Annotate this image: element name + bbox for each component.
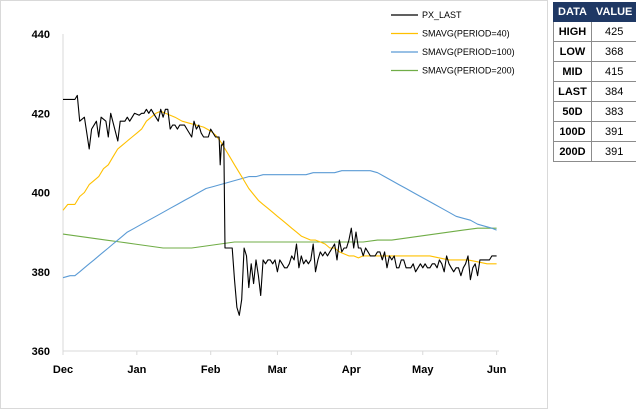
legend-label: SMAVG(PERIOD=200) [422,66,515,76]
stats-table: DATA VALUE HIGH 425 LOW 368 MID 415 LAST… [553,2,636,162]
stats-value: 384 [591,82,636,102]
stats-label: 100D [554,122,592,142]
stats-value: 383 [591,102,636,122]
y-tick-label: 400 [32,188,50,200]
table-row: LOW 368 [554,42,636,62]
stats-table-header-row: DATA VALUE [554,3,636,22]
stats-label: MID [554,62,592,82]
y-tick-label: 380 [32,267,50,279]
y-tick-label: 440 [32,29,50,41]
price-chart: 360 380 400 420 440 Dec Jan Feb Mar Apr May Jun PX_L… [1,1,549,410]
y-tick-label: 420 [32,108,50,120]
stats-value: 391 [591,142,636,162]
stats-header-data: DATA [554,3,592,22]
stats-value: 425 [591,22,636,42]
table-row: HIGH 425 [554,22,636,42]
x-tick-label: Apr [342,364,362,376]
x-tick-label: Jun [487,364,507,376]
x-tick-label: May [412,364,434,376]
stats-label: LOW [554,42,592,62]
table-row: MID 415 [554,62,636,82]
stats-label: LAST [554,82,592,102]
y-tick-label: 360 [32,346,50,358]
stats-value: 368 [591,42,636,62]
chart-area: 360 380 400 420 440 Dec Jan Feb Mar Apr May Jun PX_L… [0,0,548,409]
x-tick-label: Dec [53,364,73,376]
x-tick-label: Jan [127,364,146,376]
stats-value: 391 [591,122,636,142]
stats-label: HIGH [554,22,592,42]
stats-header-value: VALUE [591,3,636,22]
legend-label: SMAVG(PERIOD=40) [422,29,510,39]
legend-label: PX_LAST [422,10,462,20]
table-row: LAST 384 [554,82,636,102]
table-row: 100D 391 [554,122,636,142]
x-tick-label: Feb [201,364,221,376]
x-tick-label: Mar [268,364,288,376]
stats-label: 200D [554,142,592,162]
series-line-smavg-period-40 [63,111,497,263]
stats-label: 50D [554,102,592,122]
series-line-px-last [63,95,497,315]
stats-value: 415 [591,62,636,82]
table-row: 50D 383 [554,102,636,122]
table-row: 200D 391 [554,142,636,162]
legend-label: SMAVG(PERIOD=100) [422,47,515,57]
